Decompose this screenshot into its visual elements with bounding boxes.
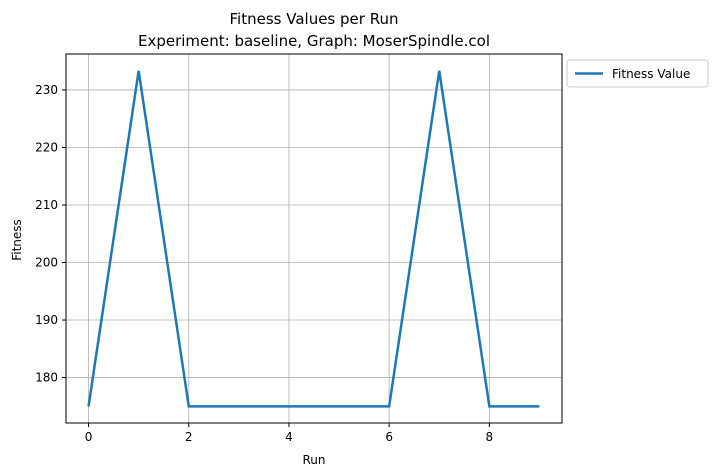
- x-axis-label: Run: [302, 453, 325, 467]
- legend-box: [566, 59, 709, 88]
- y-tick-label: 180: [35, 371, 58, 385]
- x-tick-label: 6: [385, 430, 393, 444]
- y-axis-ticks: 180 190 200 210 220 230: [35, 83, 66, 385]
- x-tick-label: 2: [185, 430, 193, 444]
- y-tick-label: 210: [35, 198, 58, 212]
- y-axis-label: Fitness: [10, 219, 24, 261]
- series-layer: [87, 70, 540, 408]
- x-tick-label: 8: [486, 430, 494, 444]
- x-tick-label: 0: [85, 430, 93, 444]
- chart-subtitle: Experiment: baseline, Graph: MoserSpindl…: [138, 32, 490, 50]
- chart-title: Fitness Values per Run: [230, 10, 399, 28]
- plot-frame: [65, 53, 563, 424]
- grid-lines: [66, 54, 562, 423]
- y-tick-label: 190: [35, 313, 58, 327]
- legend-entry-fitness-value: Fitness Value: [612, 67, 690, 81]
- legend: Fitness Value: [566, 59, 709, 88]
- x-axis-ticks: 0 2 4 6 8: [85, 423, 493, 444]
- series-line-fitness-value: [87, 70, 540, 408]
- y-tick-label: 220: [35, 140, 58, 154]
- y-tick-label: 230: [35, 83, 58, 97]
- x-tick-label: 4: [285, 430, 293, 444]
- y-tick-label: 200: [35, 256, 58, 270]
